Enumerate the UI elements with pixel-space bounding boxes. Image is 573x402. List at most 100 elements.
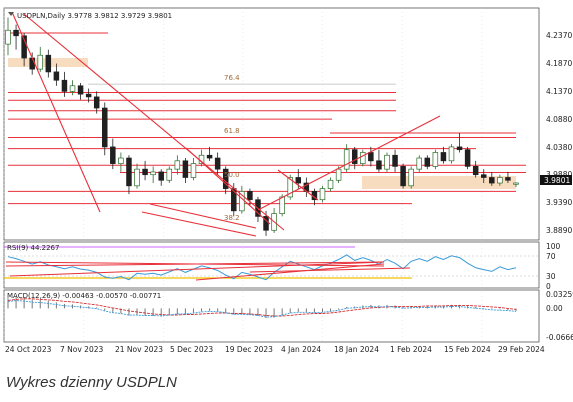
candle-body [206, 154, 213, 159]
date-tick: 29 Feb 2024 [498, 345, 545, 354]
trendline [23, 13, 285, 231]
candle-body [456, 146, 463, 151]
candle-body [327, 179, 334, 189]
trendline [277, 169, 319, 201]
candle-body [61, 79, 68, 92]
price-tick: 4.1870 [546, 59, 572, 68]
date-tick: 7 Nov 2023 [60, 345, 103, 354]
candle-body [319, 188, 326, 201]
macd-signal-line [7, 298, 517, 317]
candle-body [424, 157, 431, 167]
fib-label-618: 61.8 [224, 127, 240, 135]
date-tick: 4 Jan 2024 [281, 345, 321, 354]
macd-tick: 0.03259 [546, 290, 573, 299]
candle-body [53, 71, 60, 81]
candle-body [5, 29, 11, 45]
rsi-line [7, 254, 517, 281]
candle-body [142, 168, 148, 176]
rsi-label: RSI(9) 44.2267 [7, 244, 59, 252]
macd-indicator: MACD(12,26,9) -0.00463 -0.00570 -0.00771… [7, 290, 573, 342]
candle-body [400, 166, 406, 187]
rsi-trendline [195, 263, 385, 281]
candle-body [77, 85, 84, 95]
candle-body [29, 57, 35, 70]
price-tick: 3.8890 [546, 226, 572, 235]
candle-body [480, 174, 487, 178]
candle-body [126, 157, 132, 187]
price-axis: 4.2370 4.1870 4.1370 4.0880 4.0380 3.988… [540, 31, 572, 235]
current-price-box [540, 175, 572, 185]
candle-body [174, 160, 181, 170]
current-price-label: 3.9801 [544, 176, 570, 185]
date-tick: 15 Feb 2024 [444, 345, 491, 354]
trendline [185, 147, 271, 225]
trendline [141, 211, 257, 237]
candle-body [505, 177, 511, 181]
candle-body [392, 154, 398, 167]
date-tick: 19 Dec 2023 [225, 345, 273, 354]
candle-body [472, 166, 479, 176]
chart-header-text: USDPLN,Daily 3.9778 3.9812 3.9729 3.9801 [17, 12, 172, 20]
candle-body [214, 157, 221, 170]
candle-body [93, 96, 100, 109]
rsi-tick: 0 [546, 282, 551, 291]
candle-body [166, 168, 173, 181]
candle-body [384, 154, 390, 170]
candle-body [287, 177, 293, 198]
price-tick: 4.0880 [546, 115, 572, 124]
candle-body [37, 54, 44, 70]
candle-body [368, 152, 374, 162]
rsi-trendline [9, 261, 385, 277]
candle-body [102, 107, 108, 148]
fib-label-764: 76.4 [224, 74, 240, 82]
candle-body [432, 152, 439, 167]
rsi-tick: 70 [546, 252, 556, 261]
candles [5, 17, 519, 236]
candle-body [497, 177, 503, 184]
rsi-trendline [249, 267, 411, 273]
price-tick: 3.9390 [546, 198, 572, 207]
candle-body [134, 168, 140, 187]
candle-body [295, 177, 302, 184]
candle-body [513, 182, 519, 185]
macd-main-line [7, 300, 517, 318]
date-tick: 5 Dec 2023 [170, 345, 213, 354]
macd-label: MACD(12,26,9) -0.00463 -0.00570 -0.00771 [7, 292, 161, 300]
fib-label-500: 50.0 [224, 171, 240, 179]
chart-area: 76.4 61.8 50.0 38.2 USDPLN,Daily 3.9778 … [3, 7, 573, 354]
date-tick: 1 Feb 2024 [390, 345, 432, 354]
candle-body [343, 149, 350, 170]
rsi-tick: 30 [546, 272, 556, 281]
candle-body [440, 152, 447, 162]
fib-label-382: 38.2 [224, 214, 240, 222]
date-tick: 21 Nov 2023 [115, 345, 163, 354]
date-axis: 24 Oct 2023 7 Nov 2023 21 Nov 2023 5 Dec… [5, 345, 545, 354]
chart-caption: Wykres dzienny USDPLN [6, 374, 177, 391]
rsi-trendline [5, 261, 385, 267]
candle-body [247, 191, 253, 201]
price-tick: 4.0380 [546, 143, 572, 152]
candle-body [351, 149, 358, 164]
candle-body [360, 152, 366, 164]
price-tick: 3.9880 [546, 170, 572, 179]
price-tick: 4.1370 [546, 87, 572, 96]
candle-body [464, 149, 471, 167]
candle-body [376, 160, 382, 170]
collapse-triangle-icon[interactable] [8, 12, 14, 16]
candle-body [448, 146, 455, 162]
candle-body [85, 93, 92, 98]
candle-body [150, 171, 156, 176]
candle-body [110, 146, 116, 164]
macd-tick: 0.00 [546, 304, 563, 313]
rsi-tick: 100 [546, 242, 561, 251]
trendline [257, 115, 441, 211]
date-tick: 18 Jan 2024 [334, 345, 379, 354]
candle-body [21, 35, 27, 59]
date-tick: 24 Oct 2023 [5, 345, 52, 354]
candle-body [118, 157, 124, 164]
candle-body [69, 85, 76, 92]
horizontal-levels [8, 32, 526, 205]
candle-body [263, 216, 269, 231]
candle-body [335, 168, 342, 181]
